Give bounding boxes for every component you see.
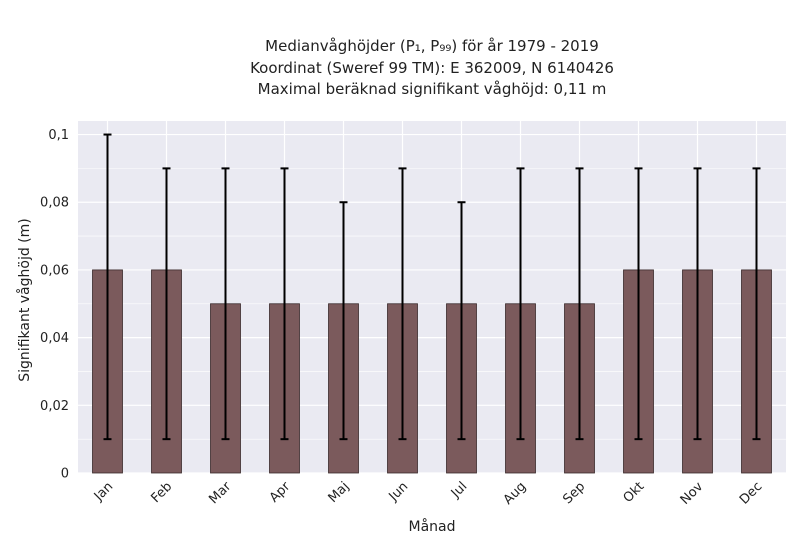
- y-tick-label: 0,02: [40, 399, 69, 414]
- error-bars: [103, 133, 761, 441]
- x-tick-label: Maj: [326, 479, 353, 506]
- x-tick-label: Mar: [206, 479, 234, 507]
- chart-title-line-3: Maximal beräknad signifikant våghöjd: 0,…: [258, 80, 607, 98]
- x-tick-label: Jan: [91, 479, 116, 504]
- x-axis-label: Månad: [409, 518, 456, 535]
- x-tick-label: Jun: [386, 479, 412, 505]
- error-bar-maj: [339, 201, 348, 441]
- chart-title-line-1: Medianvåghöjder (P₁, P₉₉) för år 1979 - …: [265, 37, 599, 55]
- y-axis-ticks: 0 0,02 0,04 0,06 0,08 0,1: [40, 128, 69, 481]
- error-bar-mar: [221, 167, 230, 441]
- error-bar-jul: [457, 201, 466, 441]
- x-tick-label: Feb: [148, 479, 175, 506]
- error-bar-dec: [752, 167, 761, 441]
- error-bar-nov: [693, 167, 702, 441]
- error-bar-aug: [516, 167, 525, 441]
- error-bar-jun: [398, 167, 407, 441]
- x-tick-label: Dec: [737, 479, 765, 507]
- x-axis-ticks: Jan Feb Mar Apr Maj Jun Jul Aug Sep Okt Nov Dec: [91, 479, 765, 508]
- error-bar-okt: [634, 167, 643, 441]
- y-tick-label: 0: [61, 467, 69, 482]
- y-axis-label: Signifikant våghöjd (m): [16, 218, 33, 381]
- y-tick-label: 0,08: [40, 196, 69, 211]
- y-tick-label: 0,1: [48, 128, 69, 143]
- error-bar-sep: [575, 167, 584, 441]
- x-tick-label: Apr: [267, 479, 294, 506]
- error-bar-jan: [103, 133, 112, 441]
- x-tick-label: Jul: [448, 479, 470, 501]
- chart-title: Medianvåghöjder (P₁, P₉₉) för år 1979 - …: [250, 37, 614, 98]
- x-tick-label: Nov: [678, 479, 707, 508]
- x-tick-label: Aug: [501, 479, 530, 508]
- chart-title-line-2: Koordinat (Sweref 99 TM): E 362009, N 61…: [250, 59, 614, 77]
- error-bar-feb: [162, 167, 171, 441]
- x-tick-label: Sep: [560, 479, 588, 507]
- error-bar-apr: [280, 167, 289, 441]
- x-tick-label: Okt: [621, 479, 648, 506]
- plot-area: [78, 121, 786, 473]
- y-tick-label: 0,04: [40, 331, 69, 346]
- y-tick-label: 0,06: [40, 263, 69, 278]
